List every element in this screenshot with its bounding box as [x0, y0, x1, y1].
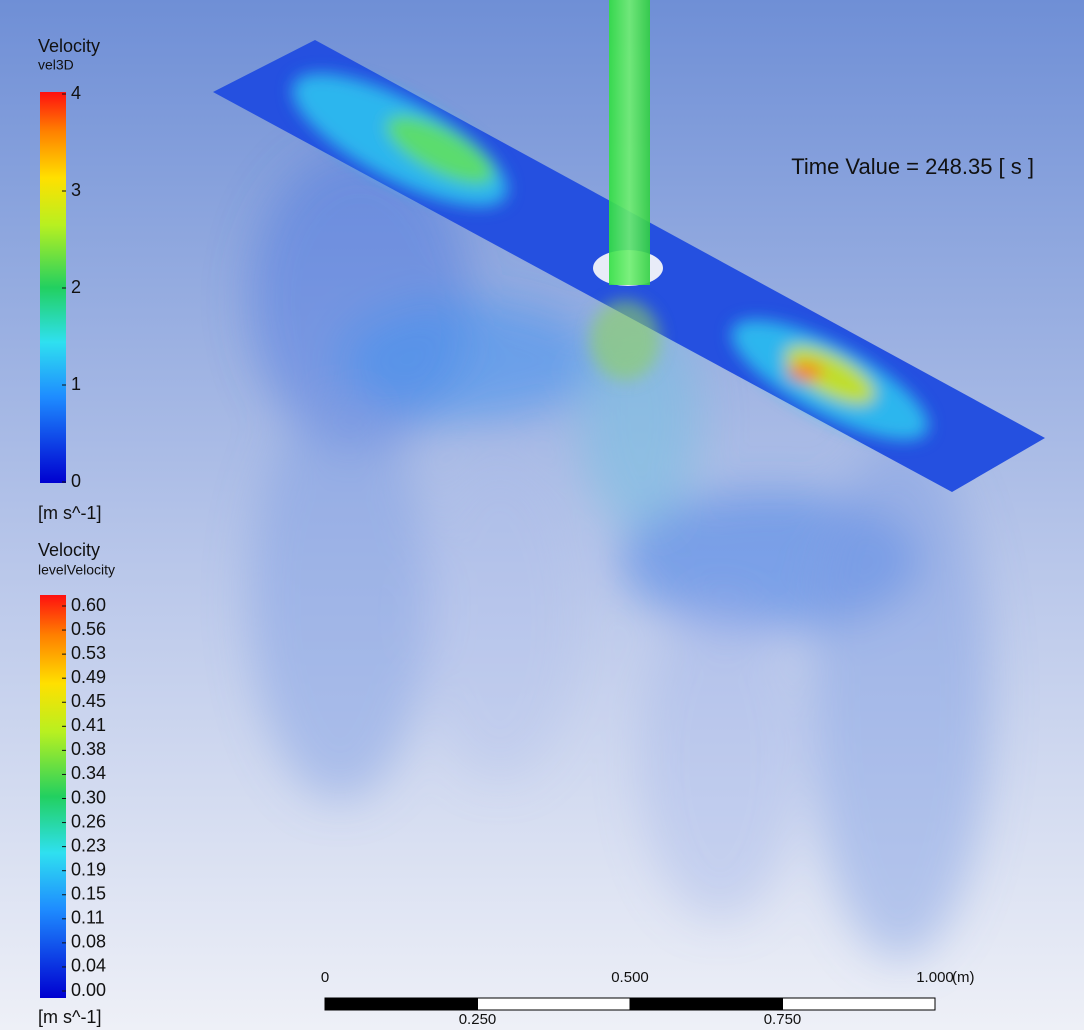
scale-segment [783, 998, 936, 1010]
time-label: Time Value = 248.35 [ s ] [791, 154, 1034, 179]
scale-label: 0.500 [611, 969, 649, 986]
scale-label: 0 [321, 969, 329, 986]
tick-label: 0.00 [71, 980, 106, 1000]
tick-label: 2 [71, 277, 81, 297]
scale-segment [478, 998, 631, 1010]
scale-label: 0.750 [764, 1011, 802, 1028]
color-bar [40, 595, 66, 998]
tick-label: 0.15 [71, 884, 106, 904]
tick-label: 0.56 [71, 619, 106, 639]
legend-variable: vel3D [38, 57, 74, 73]
tick-label: 0.04 [71, 956, 106, 976]
legend-unit: [m s^-1] [38, 1007, 101, 1027]
tick-label: 0.49 [71, 667, 106, 687]
tick-label: 0.23 [71, 835, 106, 855]
tick-label: 4 [71, 83, 81, 103]
cfd-view: Time Value = 248.35 [ s ] Velocity vel3D… [0, 0, 1084, 1030]
tick-label: 0.11 [71, 908, 105, 928]
scale-label: 0.250 [459, 1011, 497, 1028]
tick-label: 0.38 [71, 739, 106, 759]
tick-label: 0.45 [71, 691, 106, 711]
tick-label: 3 [71, 180, 81, 200]
legend-title: Velocity [38, 36, 100, 56]
tick-label: 0.60 [71, 595, 106, 615]
tick-label: 0.34 [71, 763, 106, 783]
tick-label: 0.08 [71, 932, 106, 952]
legend-title: Velocity [38, 540, 100, 560]
tick-label: 0.26 [71, 811, 106, 831]
jet-spread [590, 300, 660, 380]
scale-segment [325, 998, 478, 1010]
scale-segment [630, 998, 783, 1010]
tick-label: 1 [71, 374, 81, 394]
legend-variable: levelVelocity [38, 562, 115, 578]
tick-label: 0.19 [71, 859, 106, 879]
inlet-jet [609, 0, 650, 285]
legend-unit: [m s^-1] [38, 503, 101, 523]
tick-label: 0.30 [71, 787, 106, 807]
tick-label: 0.41 [71, 715, 106, 735]
scale-label: 1.000 [916, 969, 954, 986]
tick-label: 0 [71, 471, 81, 491]
scale-unit: (m) [952, 969, 975, 986]
tick-label: 0.53 [71, 643, 106, 663]
